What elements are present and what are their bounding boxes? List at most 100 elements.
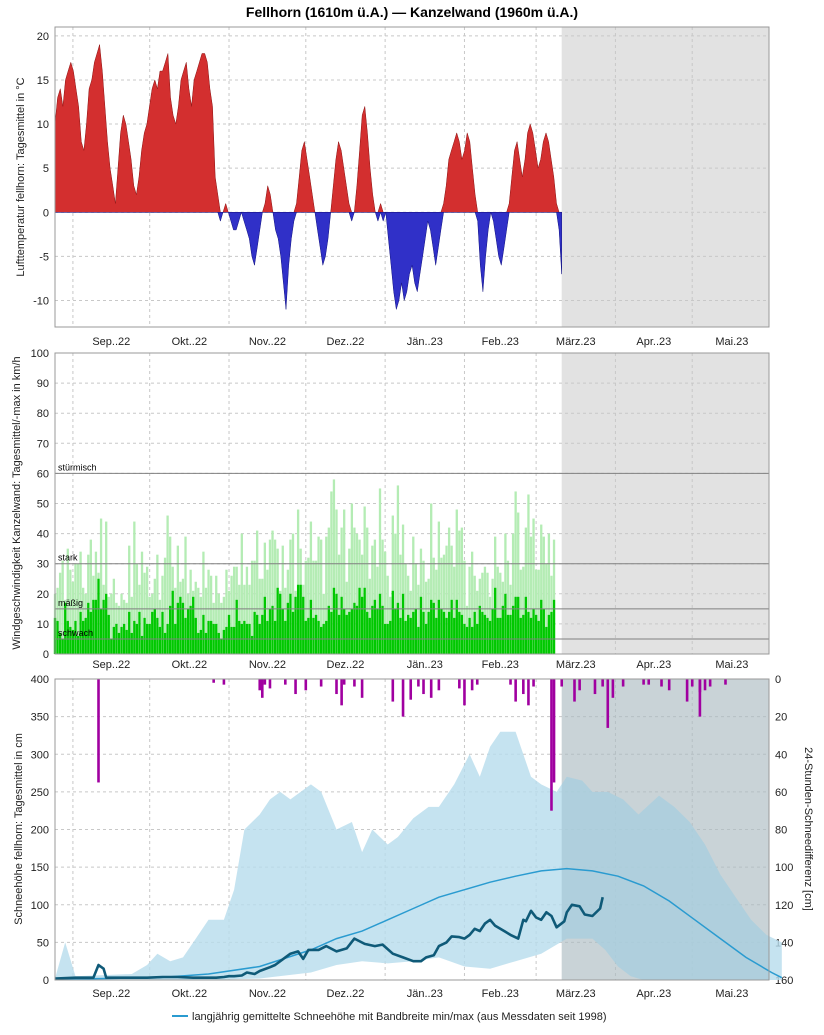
wind-max-bar — [253, 560, 256, 654]
wind-mean-bar — [335, 593, 338, 654]
wind-mean-bar — [378, 593, 382, 654]
wind-mean-bar — [330, 611, 333, 654]
month-label-3: Nov..22 — [249, 988, 286, 1000]
wind-max-bar — [250, 560, 254, 654]
wind-mean-bar — [84, 617, 87, 654]
wind-mean-bar — [486, 617, 489, 654]
wind-mean-bar — [381, 605, 384, 654]
wind-max-bar — [483, 566, 487, 654]
wind-mean-bar — [261, 614, 264, 654]
snow-diff-bar — [353, 679, 356, 687]
wind-mean-bar — [199, 629, 203, 654]
month-label-2: Okt..22 — [172, 659, 207, 671]
wind-mean-bar — [547, 614, 551, 654]
wind-max-bar — [176, 545, 179, 654]
wind-mean-bar — [483, 614, 487, 654]
wind-max-bar — [268, 539, 272, 654]
wind-threshold-label: stürmisch — [58, 462, 97, 472]
snow-diff-bar — [578, 679, 581, 691]
wind-mean-bar — [491, 608, 494, 654]
wind-mean-bar — [102, 599, 105, 654]
wind-mean-bar — [279, 593, 282, 654]
wind-mean-bar — [291, 611, 295, 654]
wind-mean-bar — [542, 608, 545, 654]
wind-max-bar — [540, 524, 543, 654]
wind-max-bar — [304, 560, 307, 654]
snow-diff-bar — [667, 679, 671, 691]
wind-mean-bar — [319, 626, 323, 654]
wind-mean-bar — [432, 602, 435, 654]
wind-max-bar — [209, 575, 213, 654]
wind-max-bar — [547, 533, 551, 654]
panel-border-3 — [54, 678, 770, 981]
wind-mean-bar — [222, 629, 226, 654]
wind-mean-bar — [217, 632, 220, 654]
snow-diff-bar — [698, 679, 702, 693]
wind-mean-bar — [56, 620, 59, 654]
wind-max-bar — [281, 545, 284, 654]
wind-max-bar — [542, 536, 545, 654]
y-tick-label-2: 10 — [37, 619, 49, 631]
wind-mean-bar — [332, 587, 336, 654]
wind-max-bar — [312, 560, 315, 654]
wind-max-bar — [145, 566, 149, 654]
wind-max-bar — [61, 560, 64, 654]
temperature-positive-area — [54, 44, 562, 213]
month-label-2: Feb..23 — [482, 659, 519, 671]
future-shade-1 — [561, 27, 769, 327]
y-tick-label-2: 100 — [31, 348, 49, 360]
wind-max-bar — [248, 584, 251, 654]
wind-mean-bar — [348, 611, 351, 654]
wind-mean-bar — [524, 596, 528, 654]
wind-mean-bar — [363, 587, 366, 654]
wind-max-bar — [217, 593, 220, 654]
wind-mean-bar — [117, 632, 121, 654]
wind-mean-bar — [527, 611, 530, 654]
wind-mean-bar — [419, 596, 423, 654]
wind-mean-bar — [450, 599, 453, 654]
wind-mean-bar — [366, 611, 369, 654]
wind-mean-bar — [220, 638, 223, 654]
wind-max-bar — [156, 554, 159, 654]
wind-max-bar — [169, 536, 172, 654]
wind-mean-bar — [499, 617, 502, 654]
wind-mean-bar — [140, 635, 144, 654]
month-label-3: März.23 — [556, 988, 596, 1000]
snow-diff-bar — [606, 679, 610, 728]
y-axis-title-3: 24-Stunden-Schneedifferenz [cm] — [802, 747, 814, 911]
month-label-2: Nov..22 — [249, 659, 286, 671]
wind-mean-bar — [209, 620, 213, 654]
y-tick-label-3: 400 — [31, 674, 49, 686]
wind-mean-bar — [97, 578, 100, 654]
wind-max-bar — [386, 575, 389, 654]
wind-max-bar — [343, 509, 346, 654]
snow-diff-bar — [642, 679, 645, 685]
wind-mean-bar — [412, 611, 415, 654]
wind-mean-bar — [232, 626, 236, 654]
snow-diff-bar — [550, 679, 553, 811]
future-overlay — [561, 679, 769, 980]
wind-mean-bar — [550, 611, 553, 654]
wind-max-bar — [307, 557, 310, 654]
wind-max-bar — [455, 509, 458, 654]
wind-mean-bar — [158, 626, 162, 654]
wind-max-bar — [350, 503, 354, 654]
snow-diff-bar — [263, 679, 267, 685]
wind-max-bar — [453, 566, 456, 654]
wind-max-bar — [511, 533, 515, 654]
month-label-3: Sep..22 — [92, 988, 130, 1000]
wind-max-bar — [202, 551, 205, 654]
wind-max-bar — [463, 560, 466, 654]
y-tick-label-1: 5 — [43, 163, 49, 175]
wind-max-bar — [440, 557, 443, 654]
wind-mean-bar — [360, 596, 364, 654]
snow-diff-bar — [527, 679, 530, 706]
month-label-1: Jän..23 — [407, 336, 443, 348]
y-right-tick-label: 20 — [775, 712, 787, 724]
wind-mean-bar — [465, 626, 469, 654]
wind-mean-bar — [435, 617, 438, 654]
snow-diff-bar — [660, 679, 663, 687]
wind-mean-bar — [529, 617, 533, 654]
wind-max-bar — [396, 485, 400, 654]
wind-mean-bar — [156, 617, 159, 654]
